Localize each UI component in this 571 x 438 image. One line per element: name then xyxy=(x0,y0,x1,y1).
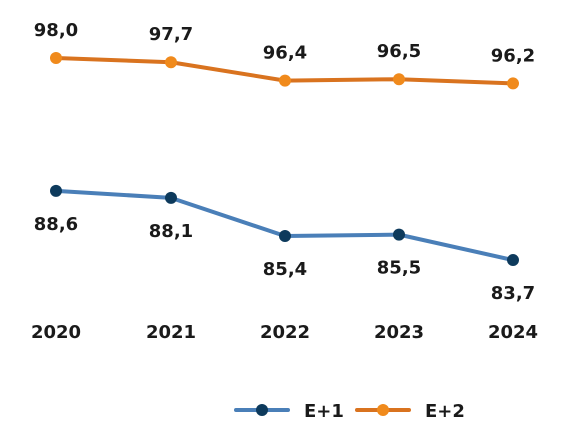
data-label-e-1-2024: 83,7 xyxy=(491,283,535,304)
series-line-e-1 xyxy=(54,188,515,263)
data-point-e-2-2021 xyxy=(165,56,177,69)
data-point-e-1-2022 xyxy=(279,230,291,243)
data-label-e-2-2020: 98,0 xyxy=(34,20,78,41)
x-axis: 2020 2021 2022 2023 2024 xyxy=(31,322,538,343)
data-point-e-2-2022 xyxy=(279,74,291,87)
data-point-e-2-2020 xyxy=(50,52,62,64)
data-label-e-2-2023: 96,5 xyxy=(377,41,421,62)
data-point-e-1-2024 xyxy=(507,254,519,267)
data-point-e-1-2023 xyxy=(393,228,405,241)
x-tick-label-2020: 2020 xyxy=(31,322,81,343)
x-tick-label-2024: 2024 xyxy=(488,322,538,343)
data-point-e-2-2024 xyxy=(507,77,519,90)
x-tick-label-2022: 2022 xyxy=(260,322,310,343)
legend-label-e-1: E+1 xyxy=(304,401,344,422)
x-tick-label-2023: 2023 xyxy=(374,322,424,343)
data-label-e-2-2022: 96,4 xyxy=(263,43,307,64)
data-label-e-1-2021: 88,1 xyxy=(149,221,193,242)
data-point-e-1-2021 xyxy=(165,191,177,204)
data-label-e-1-2022: 85,4 xyxy=(263,259,307,280)
data-label-e-2-2024: 96,2 xyxy=(491,45,535,66)
legend-item-e-1: E+1 xyxy=(234,401,344,422)
data-point-e-1-2020 xyxy=(50,184,62,197)
legend-label-e-2: E+2 xyxy=(425,401,465,422)
series-e-2: 98,0 97,7 96,4 96,5 96,2 xyxy=(34,20,535,90)
legend-swatch-marker-e-1 xyxy=(256,404,268,416)
series-layer: 88,6 88,1 85,4 85,5 83,7 98,0 97,7 96,4 96,5 96,2 xyxy=(34,20,535,304)
data-label-e-1-2023: 85,5 xyxy=(377,258,421,279)
legend-swatch-marker-e-2 xyxy=(377,404,389,416)
legend-item-e-2: E+2 xyxy=(355,401,465,422)
data-label-e-2-2021: 97,7 xyxy=(149,24,193,45)
legend: E+1 E+2 xyxy=(234,401,465,422)
data-point-e-2-2023 xyxy=(393,73,405,86)
series-e-1: 88,6 88,1 85,4 85,5 83,7 xyxy=(34,184,535,304)
data-label-e-1-2020: 88,6 xyxy=(34,214,78,235)
x-tick-label-2021: 2021 xyxy=(146,322,196,343)
